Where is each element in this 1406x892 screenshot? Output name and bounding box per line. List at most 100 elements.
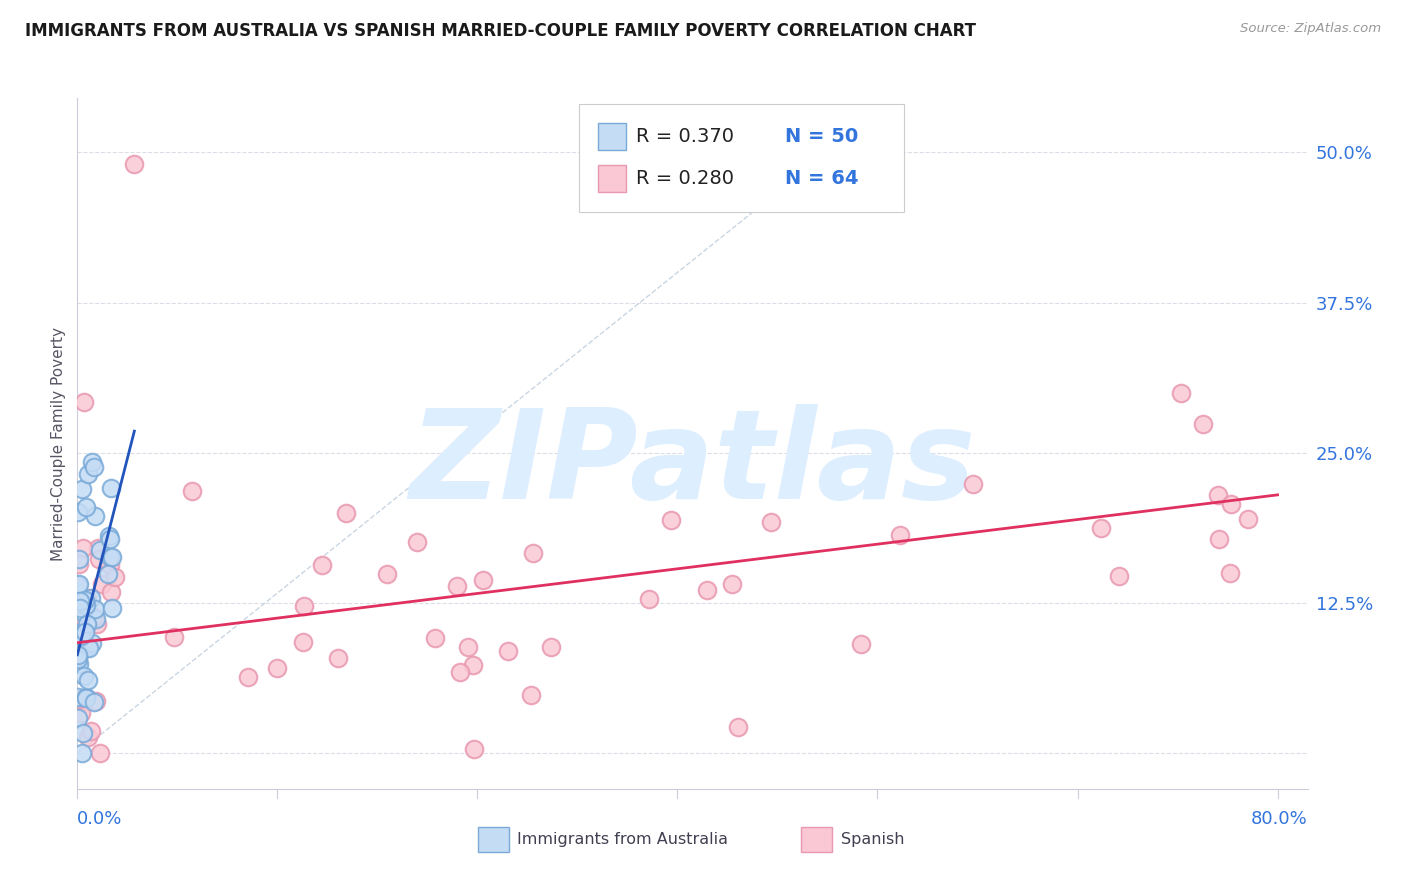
Point [1236,512,1258,526]
Point [889,528,911,542]
Point [761,516,783,530]
Point [328,651,350,665]
Point [375,566,398,581]
Point [89,747,111,761]
Point [659,513,682,527]
Text: Spanish: Spanish [841,832,904,847]
Point [67,630,90,644]
Text: N = 50: N = 50 [785,127,858,146]
Point [98,558,121,572]
Point [80,591,103,605]
Point [75,593,97,607]
Point [446,579,468,593]
Point [67,558,90,572]
Text: R = 0.280: R = 0.280 [636,169,734,188]
Point [67,651,90,665]
Point [67,657,90,672]
Point [1170,386,1192,401]
Point [1108,569,1130,583]
Y-axis label: Married-Couple Family Poverty: Married-Couple Family Poverty [51,326,66,561]
Point [67,551,90,566]
Point [69,706,91,720]
Point [101,600,124,615]
Point [540,640,562,654]
Point [101,550,124,565]
Point [457,640,479,655]
Text: N = 64: N = 64 [785,169,858,188]
Point [76,591,98,606]
Point [406,534,429,549]
Point [77,641,100,656]
Point [236,669,259,683]
Point [1206,488,1229,502]
Point [73,624,96,639]
Point [75,693,97,707]
Point [449,665,471,680]
Point [72,605,94,619]
Point [76,673,98,688]
Point [76,617,98,632]
Text: ZIPatlas: ZIPatlas [409,404,976,525]
Point [73,395,96,409]
Point [522,546,544,560]
Point [86,616,108,631]
Point [70,747,93,761]
Point [67,648,90,663]
Point [472,573,495,587]
Point [1192,417,1215,431]
Point [70,629,93,643]
Point [67,711,90,725]
Text: IMMIGRANTS FROM AUSTRALIA VS SPANISH MARRIED-COUPLE FAMILY POVERTY CORRELATION C: IMMIGRANTS FROM AUSTRALIA VS SPANISH MAR… [25,22,976,40]
Point [87,551,110,566]
Point [461,658,484,673]
Point [69,628,91,642]
Point [84,694,107,708]
Point [75,690,97,704]
Point [104,569,127,583]
Point [82,636,104,650]
Point [69,593,91,607]
Point [98,533,121,547]
Point [1208,532,1230,546]
Point [70,597,93,611]
Point [76,467,98,482]
Point [80,723,103,738]
Point [98,550,121,565]
Point [83,460,105,475]
Point [162,630,184,644]
Point [84,611,107,625]
Point [83,695,105,709]
Point [83,610,105,624]
Point [311,558,333,573]
Point [1220,497,1243,511]
Point [335,506,357,520]
Point [75,690,97,705]
Point [67,586,90,600]
Point [1219,566,1241,581]
Point [727,721,749,735]
Text: 80.0%: 80.0% [1251,810,1308,828]
Point [67,577,90,591]
Point [75,500,97,514]
Point [75,598,97,612]
Point [67,638,90,652]
Point [962,476,984,491]
Point [83,602,105,616]
Point [463,742,485,756]
Point [98,529,121,543]
Point [70,482,93,496]
Point [84,509,107,524]
Point [67,578,90,592]
Point [72,541,94,556]
Point [67,691,90,706]
Point [100,481,122,495]
Point [67,505,90,519]
Point [638,592,661,607]
Point [721,577,744,591]
Text: Source: ZipAtlas.com: Source: ZipAtlas.com [1240,22,1381,36]
Point [124,157,146,171]
Point [292,635,315,649]
Point [77,731,100,745]
Point [849,637,872,651]
Point [496,643,519,657]
